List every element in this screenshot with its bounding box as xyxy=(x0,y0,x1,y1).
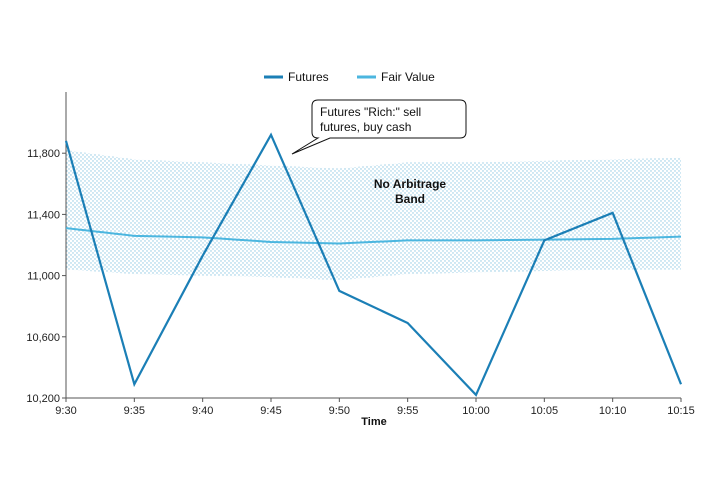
x-tick-label: 9:55 xyxy=(397,405,418,417)
x-tick-label: 10:10 xyxy=(599,405,627,417)
callout-box xyxy=(291,99,467,155)
x-tick-label: 9:40 xyxy=(192,405,213,417)
legend-futures-label: Futures xyxy=(288,70,329,84)
y-tick-label: 11,400 xyxy=(27,209,60,221)
no-arbitrage-band xyxy=(66,150,681,281)
rich-callout: Futures "Rich:" sell futures, buy cash xyxy=(291,99,467,155)
futures-series-line xyxy=(64,132,683,397)
y-tick-label: 11,000 xyxy=(27,271,60,283)
legend-fair-value-label: Fair Value xyxy=(381,70,435,84)
x-tick-label: 9:50 xyxy=(329,405,350,417)
band-label-line-1: No Arbitrage xyxy=(374,177,447,191)
x-tick-label: 9:35 xyxy=(124,405,145,417)
x-tick-label: 9:45 xyxy=(260,405,281,417)
x-axis-ticks: 9:30 9:35 9:40 9:45 9:50 9:55 10:00 10:05 10:10 1… xyxy=(55,398,695,417)
x-axis-title: Time xyxy=(361,416,386,428)
x-tick-label: 10:00 xyxy=(462,405,490,417)
x-tick-label: 10:05 xyxy=(531,405,559,417)
y-tick-label: 11,800 xyxy=(27,148,60,160)
callout-line-1: Futures "Rich:" sell xyxy=(320,105,421,119)
y-tick-label: 10,200 xyxy=(26,393,60,405)
y-axis-ticks: 10,200 10,600 11,000 11,400 11,800 xyxy=(26,148,66,405)
callout-line-2: futures, buy cash xyxy=(320,120,411,134)
legend: Futures Fair Value xyxy=(264,70,435,84)
x-tick-label: 10:15 xyxy=(667,405,695,417)
y-tick-label: 10,600 xyxy=(26,332,60,344)
x-tick-label: 9:30 xyxy=(55,405,76,417)
fair-value-series-line xyxy=(65,227,682,245)
band-label-line-2: Band xyxy=(395,192,425,206)
